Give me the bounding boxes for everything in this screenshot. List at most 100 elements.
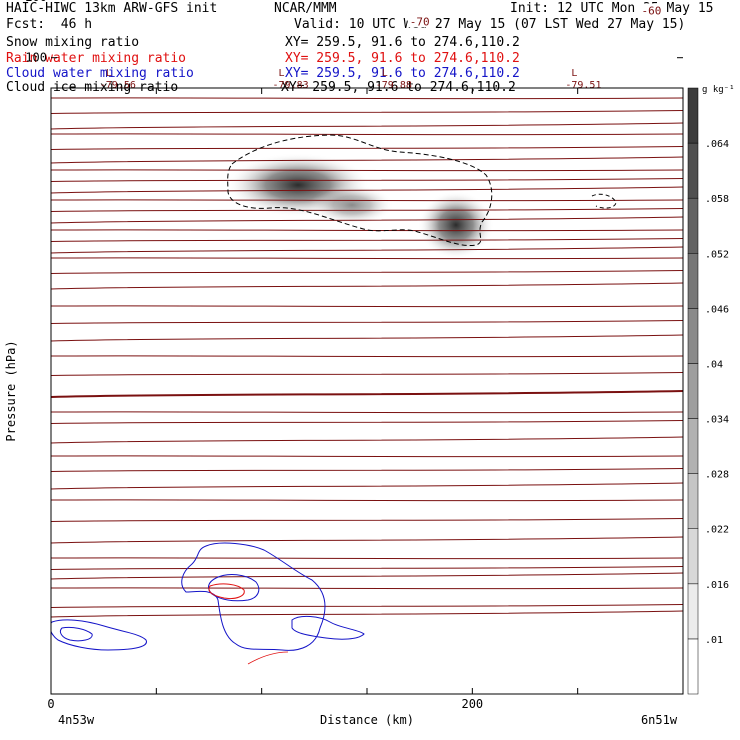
y-tick-label: 200 (25, 0, 47, 4)
isotherm-line (51, 411, 683, 414)
colorbar-segment (687, 363, 699, 419)
rain-water-contour (208, 583, 245, 599)
legend-rain-label: Rain water mixing ratio (6, 51, 187, 66)
colorbar-tick-label: .034 (705, 415, 729, 426)
isotherm-line (51, 270, 683, 274)
isotherm-line (51, 208, 683, 212)
x-axis-title: Distance (km) (320, 713, 414, 727)
colorbar-units: g kg⁻¹ (702, 85, 735, 95)
extremum-value: -79.88 (376, 80, 412, 91)
extremum-marker: L (571, 68, 577, 79)
colorbar-tick-label: .01 (705, 635, 723, 646)
extremum-value: -79.56 (100, 80, 136, 91)
isotherm-line (51, 468, 683, 472)
isotherm-line (51, 355, 683, 358)
isotherm-line (51, 146, 683, 150)
colorbar-segment (687, 473, 699, 529)
isotherm-label-bg (639, 3, 664, 17)
legend-snow-xy: XY= 259.5, 91.6 to 274.6,110.2 (285, 35, 520, 50)
extremum-value: -79.51 (565, 80, 601, 91)
extremum-value: -79.83 (273, 80, 309, 91)
legend-snow-label: Snow mixing ratio (6, 35, 140, 50)
ice-shading-layer (226, 153, 494, 259)
colorbar-segment (687, 253, 699, 309)
cloud-water-contour-left-inner (59, 626, 93, 642)
isotherm-line (51, 238, 683, 242)
contour-labels: -70-60-40-40-30-30-20-20-10-100010102020… (100, 3, 664, 91)
isotherm-line (51, 122, 683, 130)
axes: 10020030040050060070080090010000200Dista… (4, 0, 684, 727)
colorbar-tick-label: .058 (705, 194, 729, 205)
isotherm-line (51, 572, 683, 580)
colorbar-tick-label: .04 (705, 359, 723, 370)
cloud-water-contour-outer (181, 542, 326, 651)
isotherm-line (51, 246, 683, 254)
isotherm-line (51, 257, 683, 260)
colorbar-tick-label: .064 (705, 139, 729, 150)
colorbar-tick-label: .016 (705, 580, 729, 591)
isotherm-line (51, 97, 683, 100)
isotherm-line (51, 199, 683, 202)
isotherm-line (51, 305, 683, 308)
isotherm-line (51, 482, 683, 490)
isotherm-line (51, 557, 683, 560)
isotherm-line (51, 216, 683, 224)
legend-rain-xy: XY= 259.5, 91.6 to 274.6,110.2 (285, 51, 520, 66)
isotherm-line (51, 455, 683, 458)
colorbar-tick-label: .052 (705, 249, 729, 260)
y-axis-title: Pressure (hPa) (4, 340, 18, 441)
org-label: NCAR/MMM (274, 1, 337, 16)
isotherm-line (51, 169, 683, 172)
isotherm-line (51, 186, 683, 194)
isotherm-line (51, 536, 683, 544)
hydrometeor-contours (51, 134, 617, 665)
temperature-contours (51, 97, 683, 618)
colorbar-tick-label: .028 (705, 470, 729, 481)
isotherm-line (51, 178, 683, 182)
cloud-water-contour-right (291, 615, 365, 640)
colorbar-segment (687, 142, 699, 199)
isotherm-line (51, 436, 683, 444)
x-end-location: 6n51w (641, 713, 678, 727)
isotherm-line (51, 110, 683, 114)
colorbar-segment (687, 87, 699, 144)
legend-cloud-water-label: Cloud water mixing ratio (6, 66, 194, 81)
x-tick-label: 200 (461, 697, 483, 711)
colorbar-tick-label: .022 (705, 525, 729, 536)
isotherm-line (51, 372, 683, 376)
isotherm-line (51, 229, 683, 232)
colorbar: .01 .016 .022 .028 .034 .04 .046 .052 .058 .064 g … (687, 85, 735, 695)
cloud-ice-contour (227, 134, 493, 247)
isotherm-line (51, 320, 683, 324)
init-time: Init: 12 UTC Mon 25 May 15 (510, 1, 714, 16)
isotherm-line (51, 499, 683, 502)
colorbar-segment (687, 638, 699, 695)
isotherm-line (51, 587, 683, 590)
x-start-location: 4n53w (58, 713, 95, 727)
colorbar-segment (687, 528, 699, 585)
isotherm-line (51, 133, 683, 136)
isotherm-line (51, 156, 683, 164)
isotherm-line (51, 518, 683, 522)
x-tick-label: 0 (47, 697, 54, 711)
isotherm-line (51, 604, 683, 608)
isotherm-line (51, 610, 683, 618)
rain-water-terrain-contour (247, 651, 289, 665)
ice-max-shade-2 (418, 191, 494, 259)
isotherm-line (51, 282, 683, 290)
isotherm-label: -70 (410, 15, 430, 28)
ice-shade-tail (310, 185, 394, 225)
cloud-ice-small-contour (591, 193, 617, 209)
colorbar-tick-label: .046 (705, 304, 729, 315)
isotherm-line (51, 390, 683, 398)
legend-cloud-water-xy: XY= 259.5, 91.6 to 274.6,110.2 (285, 66, 520, 81)
isotherm-label-bg (407, 14, 432, 28)
isotherm-label: -60 (641, 4, 661, 17)
extremum-marker: L (106, 68, 112, 79)
colorbar-segment (687, 583, 699, 640)
colorbar-segment (687, 418, 699, 474)
y-tick-label: 100 (25, 51, 47, 65)
cloud-water-contour-left (51, 619, 147, 651)
isotherm-line (51, 566, 683, 570)
